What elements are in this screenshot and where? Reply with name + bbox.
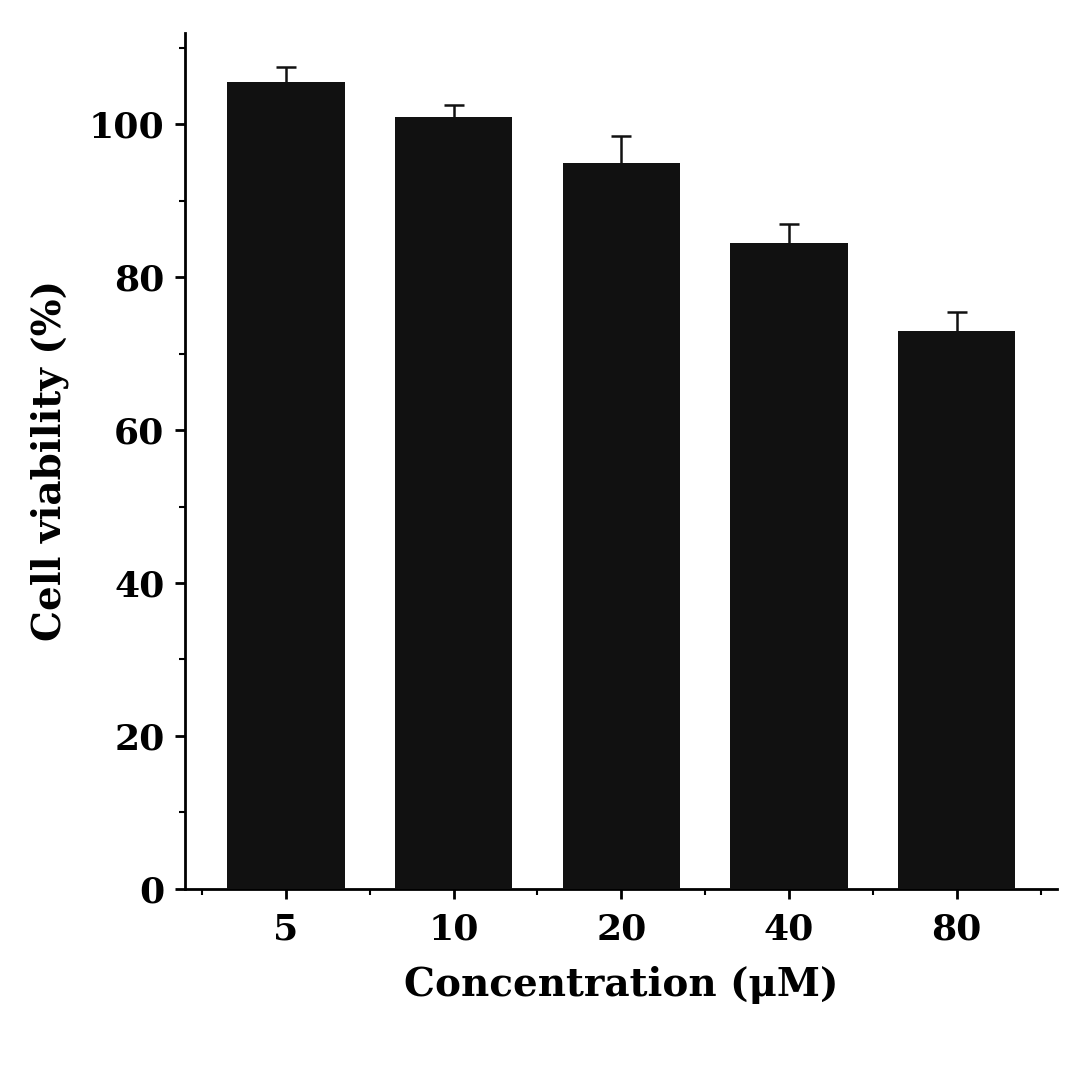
X-axis label: Concentration (μM): Concentration (μM) <box>404 966 838 1004</box>
Bar <box>562 163 680 889</box>
Bar <box>730 243 848 889</box>
Bar <box>395 117 512 889</box>
Y-axis label: Cell viability (%): Cell viability (%) <box>31 280 70 642</box>
Bar <box>227 82 344 889</box>
Bar <box>898 331 1016 889</box>
